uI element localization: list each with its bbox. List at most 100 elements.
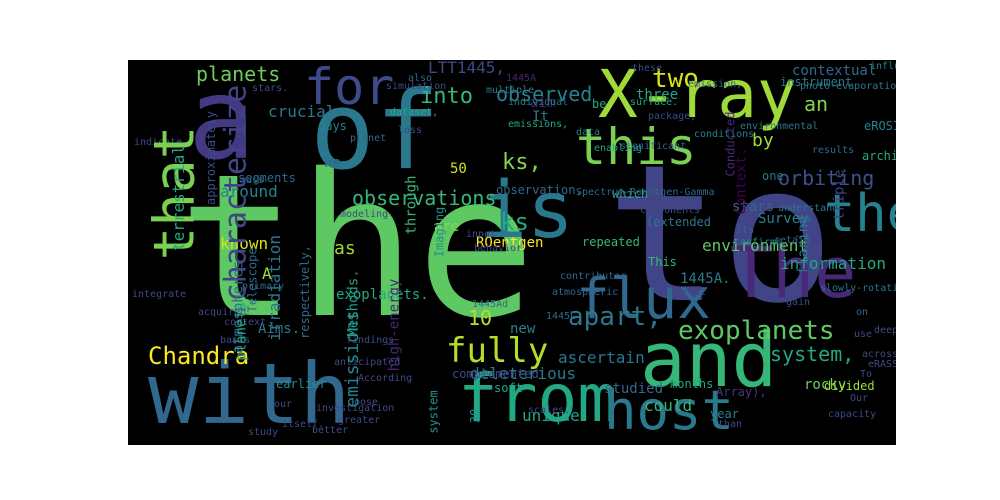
word: information [780, 254, 886, 273]
word: observations [352, 186, 497, 210]
word: its [736, 225, 755, 236]
word: itself. [282, 419, 325, 430]
word: According [358, 373, 413, 384]
word: new [510, 321, 536, 337]
word: Conducted [723, 111, 738, 177]
word: significant [620, 141, 687, 152]
word: dataset, [390, 107, 439, 118]
word: atmospheric [552, 287, 619, 298]
word: terrestrial [168, 145, 188, 251]
word: soft [494, 381, 523, 395]
word: aim [530, 95, 556, 111]
word: stars. [252, 83, 289, 94]
word: as [334, 238, 356, 259]
word: observed [496, 82, 593, 106]
word: Telescope [245, 247, 260, 313]
word: around [220, 182, 278, 201]
word: findings [346, 335, 395, 346]
word: these [632, 63, 663, 74]
word: integrate [132, 289, 187, 300]
word: stars [732, 199, 775, 215]
word: basis [220, 335, 251, 346]
word: two [652, 64, 699, 94]
word: ks, [502, 150, 542, 175]
word: simulation [386, 81, 447, 92]
word: It [532, 109, 549, 125]
word: threat [670, 287, 707, 298]
word: irradiation [264, 235, 284, 341]
word: 1445Ad [472, 299, 509, 310]
word: understand [778, 203, 839, 214]
word: triple [831, 169, 848, 221]
word: could [644, 396, 693, 415]
word: indicate [134, 137, 183, 148]
word: on [856, 307, 869, 318]
word: 1445A [506, 73, 537, 84]
word: three [636, 87, 679, 103]
word: anticipated [334, 357, 401, 368]
word: context [224, 317, 267, 328]
word: to [606, 124, 835, 345]
word: contextual [792, 63, 877, 79]
word: exoplanets [678, 316, 835, 346]
word: our [274, 399, 293, 410]
word: slowly-rotating [820, 283, 896, 294]
word: 10 [468, 306, 493, 330]
word: into [420, 84, 473, 109]
word: A [262, 264, 272, 283]
word: retain [774, 235, 811, 246]
word: the [178, 131, 536, 362]
word: respectively, [297, 245, 312, 339]
word: 30 [468, 408, 483, 424]
word: environmental [740, 121, 819, 132]
word: Spectrum-Roentgen-Gamma [576, 187, 715, 198]
word: study [248, 427, 279, 438]
word: host [604, 379, 735, 442]
word: apart, [568, 302, 662, 332]
word: mass [240, 175, 265, 186]
word: eRASS1 [868, 359, 896, 370]
word: We [324, 155, 341, 171]
word: conditions [694, 129, 755, 140]
word: which [612, 187, 649, 201]
word: results [812, 145, 855, 156]
word: is [480, 166, 574, 256]
word: orbiting [778, 166, 875, 190]
word: environment [702, 236, 808, 255]
word: system [426, 390, 441, 434]
word: ROentgen [476, 235, 544, 251]
word: through [403, 175, 420, 235]
word: X-ray [598, 60, 797, 133]
word: photo-evaporation [800, 81, 896, 92]
word: by [752, 130, 774, 151]
word: acquired [198, 307, 247, 318]
word: confirms [734, 237, 783, 248]
word: Imaging [432, 206, 447, 258]
word: year [710, 407, 739, 421]
word: modeling [340, 209, 389, 220]
word: ascertain [558, 348, 645, 367]
word: eROSITA [864, 119, 896, 133]
word: archival [862, 149, 896, 163]
word: system, [770, 342, 855, 366]
word-cloud: the to of a with and from is X-ray The h… [128, 60, 896, 445]
word: better [312, 425, 349, 436]
word: scales. [528, 405, 571, 416]
word: also [408, 73, 433, 84]
word: Methods. [345, 269, 362, 337]
word: fully [446, 331, 549, 371]
word: package, [648, 111, 697, 122]
word: are [434, 219, 460, 235]
word: studied [604, 381, 664, 397]
word: exoplanets. [336, 287, 429, 303]
word: multiple [486, 85, 535, 96]
word: planets [196, 62, 281, 86]
word: The [730, 232, 857, 314]
word: days [318, 119, 347, 133]
word: 1445A. [680, 271, 731, 287]
word: planet [350, 133, 387, 144]
word: high-energy [386, 278, 403, 372]
word: Survey [758, 211, 809, 227]
word: instrument [780, 75, 853, 89]
word: ks [500, 208, 529, 236]
